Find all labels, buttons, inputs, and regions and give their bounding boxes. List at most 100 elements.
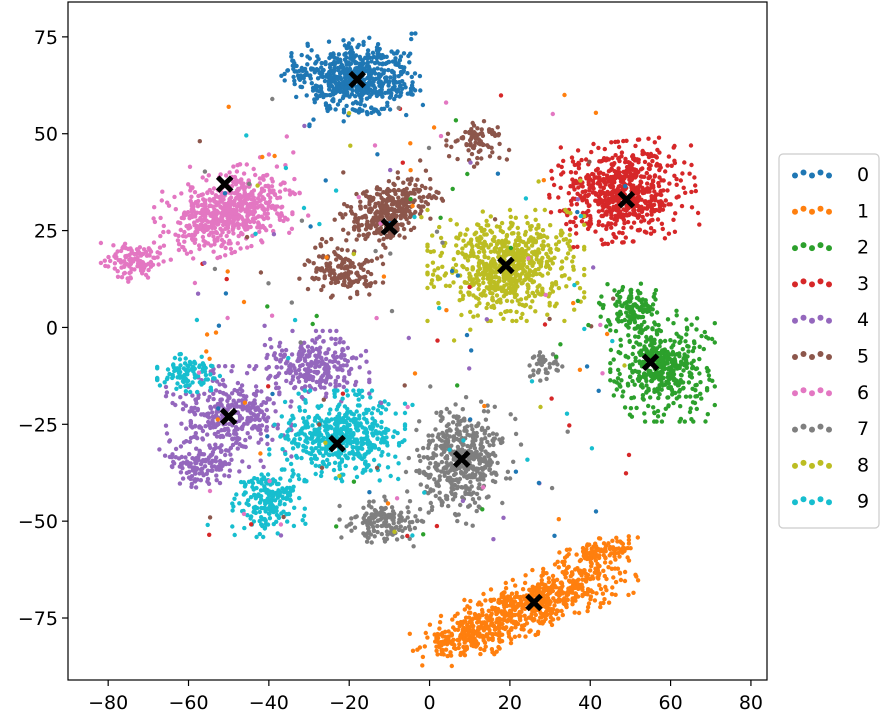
scatter-point xyxy=(679,203,685,209)
scatter-point xyxy=(548,615,554,620)
scatter-point xyxy=(370,50,376,55)
scatter-point xyxy=(671,400,676,406)
scatter-point xyxy=(386,179,392,184)
scatter-point xyxy=(364,359,369,364)
scatter-point xyxy=(689,162,694,168)
scatter-point xyxy=(318,84,323,89)
scatter-point xyxy=(471,145,476,151)
scatter-point xyxy=(653,288,659,293)
scatter-point xyxy=(236,436,241,441)
scatter-point xyxy=(259,437,264,442)
scatter-point xyxy=(212,458,217,463)
scatter-point xyxy=(480,142,486,148)
scatter-point xyxy=(374,228,380,234)
scatter-point xyxy=(644,334,649,340)
scatter-point xyxy=(119,275,125,280)
scatter-point xyxy=(197,424,202,429)
scatter-point xyxy=(343,212,348,217)
scatter-point xyxy=(413,31,418,36)
scatter-point xyxy=(514,605,519,610)
scatter-point xyxy=(222,209,227,214)
scatter-point xyxy=(226,394,231,399)
series-0-points xyxy=(279,31,426,127)
scatter-point xyxy=(621,180,626,186)
scatter-point xyxy=(345,284,351,289)
scatter-point xyxy=(213,193,219,198)
scatter-point xyxy=(551,182,557,188)
scatter-point xyxy=(556,195,561,200)
scatter-point xyxy=(453,646,458,651)
scatter-point xyxy=(375,66,380,71)
scatter-point xyxy=(324,239,329,245)
scatter-point xyxy=(464,644,469,649)
scatter-point xyxy=(486,144,491,150)
scatter-point xyxy=(225,431,231,436)
scatter-point xyxy=(644,206,650,211)
scatter-point xyxy=(400,86,405,92)
scatter-point xyxy=(343,69,348,75)
scatter-point xyxy=(603,555,608,561)
scatter-point xyxy=(590,178,596,184)
scatter-point xyxy=(610,538,615,543)
scatter-point xyxy=(465,604,470,609)
scatter-point xyxy=(218,198,223,203)
scatter-point xyxy=(354,237,359,242)
scatter-point xyxy=(604,226,609,232)
scatter-point xyxy=(613,579,619,585)
scatter-point xyxy=(188,185,194,190)
scatter-point xyxy=(383,90,388,96)
scatter-point xyxy=(586,192,591,197)
scatter-point xyxy=(319,73,324,79)
scatter-point xyxy=(585,608,590,614)
scatter-point xyxy=(496,133,501,138)
scatter-point xyxy=(596,202,601,207)
scatter-point xyxy=(240,232,245,237)
scatter-point xyxy=(523,634,528,639)
scatter-point xyxy=(653,154,659,159)
scatter-point xyxy=(506,634,512,639)
scatter-point xyxy=(358,199,363,204)
scatter-point xyxy=(423,168,429,173)
scatter-point xyxy=(401,51,407,56)
scatter-point xyxy=(366,194,371,200)
scatter-point xyxy=(426,510,431,515)
scatter-point xyxy=(557,550,562,555)
scatter-point xyxy=(636,378,641,383)
scatter-point xyxy=(202,243,207,248)
scatter-point xyxy=(234,169,240,174)
scatter-point xyxy=(239,383,245,388)
scatter-point xyxy=(338,59,343,64)
scatter-point xyxy=(628,546,633,551)
scatter-point xyxy=(570,177,575,182)
scatter-point xyxy=(217,389,223,395)
scatter-point xyxy=(236,398,241,403)
scatter-point xyxy=(692,340,697,346)
scatter-point xyxy=(693,188,698,194)
scatter-point xyxy=(379,254,384,259)
scatter-point xyxy=(434,644,439,649)
scatter-point xyxy=(417,419,422,424)
scatter-point xyxy=(697,222,702,227)
scatter-point xyxy=(624,170,629,175)
scatter-point xyxy=(211,249,216,254)
scatter-point xyxy=(323,60,328,65)
scatter-point xyxy=(350,37,355,42)
scatter-point xyxy=(617,230,622,235)
scatter-point xyxy=(562,596,567,601)
scatter-point xyxy=(638,179,643,184)
scatter-point xyxy=(292,176,297,182)
scatter-point xyxy=(532,616,537,622)
scatter-point xyxy=(455,620,460,626)
scatter-point xyxy=(570,196,576,201)
scatter-point xyxy=(292,385,298,390)
scatter-point xyxy=(623,160,628,165)
scatter-point xyxy=(172,194,177,200)
scatter-point xyxy=(319,356,324,361)
scatter-point xyxy=(575,566,580,571)
scatter-point xyxy=(621,138,626,144)
scatter-point xyxy=(231,164,236,169)
scatter-point xyxy=(240,216,245,222)
scatter-point xyxy=(473,136,478,141)
scatter-point xyxy=(180,476,186,481)
scatter-point xyxy=(638,167,644,172)
